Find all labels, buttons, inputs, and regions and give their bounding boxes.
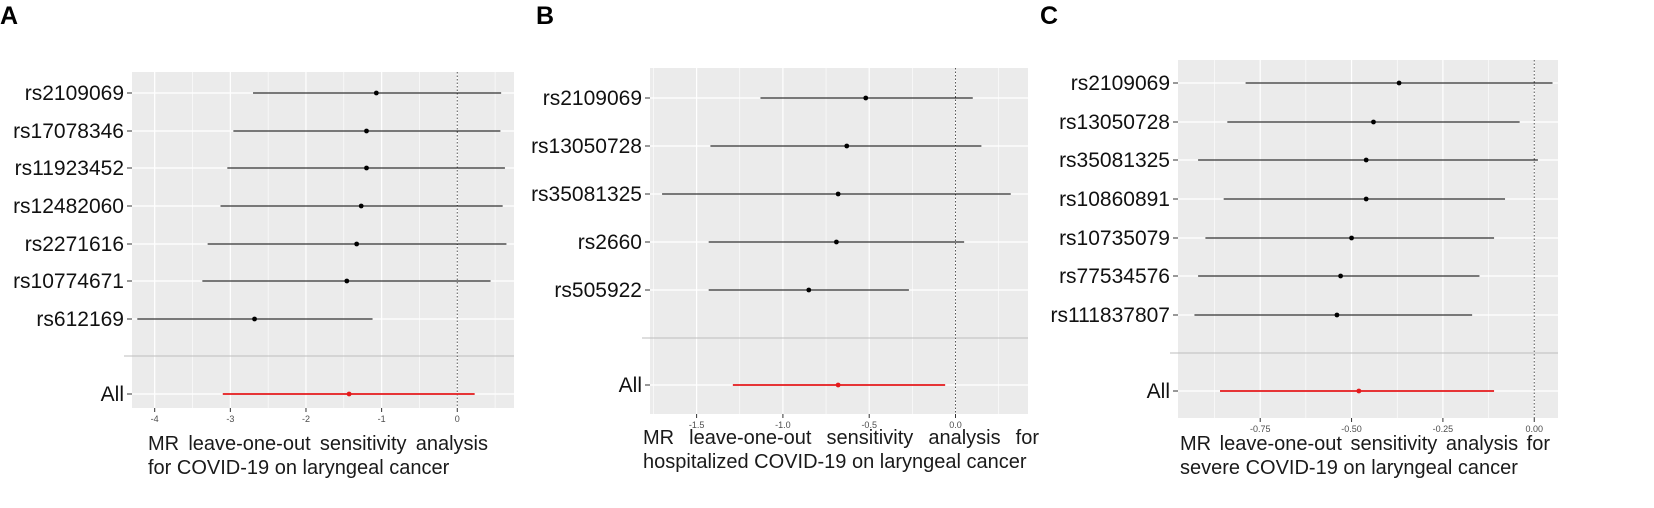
x-tick-label: -1.0	[775, 420, 791, 430]
point-estimate	[1334, 312, 1340, 318]
overall-estimate	[1356, 388, 1362, 394]
point-estimate	[373, 90, 379, 96]
overall-estimate	[346, 391, 352, 397]
snp-label: rs35081325	[531, 183, 642, 206]
point-estimate	[1349, 235, 1354, 241]
caption-line-2: hospitalized COVID-19 on laryngeal cance…	[643, 451, 1027, 473]
snp-label: rs17078346	[13, 120, 124, 143]
snp-label: rs13050728	[531, 135, 642, 158]
snp-label: rs111837807	[1051, 304, 1171, 327]
snp-label: rs10735079	[1059, 227, 1170, 250]
point-estimate	[1363, 196, 1369, 202]
plot-background	[650, 68, 1028, 414]
caption-line-2: for COVID-19 on laryngeal cancer	[148, 457, 450, 479]
caption-line-1: MR leave-one-out sensitivity analysis fo…	[1180, 433, 1550, 455]
x-tick-label: -2	[302, 414, 310, 424]
chart-caption: MR leave-one-out sensitivity analysis fo…	[1180, 432, 1550, 480]
plot-background	[1178, 60, 1558, 418]
forest-plot-a: rs2109069 rs17078346 rs11923452 rs12482060 r…	[13, 72, 514, 424]
caption-line-1: MR leave-one-out sensitivity analysis fo…	[643, 427, 1039, 449]
forest-plot-c: rs2109069 rs13050728 rs35081325 rs10860891 r…	[1051, 60, 1558, 434]
point-estimate	[344, 278, 350, 284]
snp-label: rs11923452	[15, 157, 124, 180]
x-tick-label: -1	[378, 414, 386, 424]
point-estimate	[863, 95, 869, 101]
point-estimate	[806, 287, 812, 293]
point-estimate	[1338, 273, 1343, 279]
panel-b: B rs2109069 rs13050728 rs35081325 rs2660 rs5…	[531, 0, 1056, 508]
point-estimate	[834, 239, 839, 245]
x-tick-label: -3	[226, 414, 234, 424]
snp-label: rs13050728	[1059, 111, 1170, 134]
x-tick-label: -0.75	[1250, 424, 1271, 434]
snp-label: rs2109069	[1071, 72, 1170, 95]
point-estimate	[1363, 157, 1369, 163]
point-estimate	[1371, 119, 1376, 125]
overall-label: All	[101, 383, 124, 406]
snp-label: rs2109069	[25, 82, 124, 105]
caption-line-2: severe COVID-19 on laryngeal cancer	[1180, 457, 1518, 479]
x-tick-label: -4	[151, 414, 159, 424]
overall-label: All	[1147, 380, 1170, 403]
panel-letter: C	[1040, 2, 1059, 30]
forest-plot-b: rs2109069 rs13050728 rs35081325 rs2660 rs505…	[531, 68, 1028, 430]
snp-label: rs77534576	[1059, 265, 1170, 288]
panel-letter: A	[0, 2, 19, 30]
panel-letter: B	[536, 2, 555, 30]
point-estimate	[364, 165, 369, 171]
x-tick-label: 0	[455, 414, 460, 424]
caption-line-1: MR leave-one-out sensitivity analysis	[148, 433, 488, 455]
point-estimate	[835, 191, 841, 197]
chart-caption: MR leave-one-out sensitivity analysis fo…	[148, 432, 488, 480]
snp-label: rs2660	[578, 231, 642, 254]
snp-label: rs10774671	[13, 270, 124, 293]
point-estimate	[844, 143, 850, 149]
snp-label: rs505922	[554, 279, 642, 302]
overall-estimate	[835, 382, 841, 388]
x-tick-label: 0.0	[949, 420, 962, 430]
point-estimate	[354, 241, 360, 247]
snp-label: rs2109069	[543, 87, 642, 110]
snp-label: rs12482060	[13, 195, 124, 218]
x-tick-label: -0.5	[861, 420, 877, 430]
x-tick-label: -0.25	[1433, 424, 1454, 434]
snp-label: rs35081325	[1059, 149, 1170, 172]
plot-background	[132, 72, 514, 408]
point-estimate	[358, 203, 364, 209]
x-tick-label: 0.00	[1525, 424, 1543, 434]
point-estimate	[364, 128, 369, 134]
x-tick-label: -0.50	[1341, 424, 1362, 434]
x-tick-label: -1.5	[689, 420, 705, 430]
point-estimate	[252, 316, 257, 322]
panel-a: A rs2109069 rs17078346 rs11923452 rs1248206…	[0, 0, 520, 508]
panel-c: C rs2109069 rs13050728 rs35081325 rs1086089…	[1040, 0, 1654, 508]
overall-label: All	[619, 374, 642, 397]
point-estimate	[1396, 80, 1402, 86]
snp-label: rs612169	[36, 308, 124, 331]
chart-caption: MR leave-one-out sensitivity analysis fo…	[643, 426, 1039, 474]
snp-label: rs10860891	[1059, 188, 1170, 211]
snp-label: rs2271616	[25, 233, 124, 256]
